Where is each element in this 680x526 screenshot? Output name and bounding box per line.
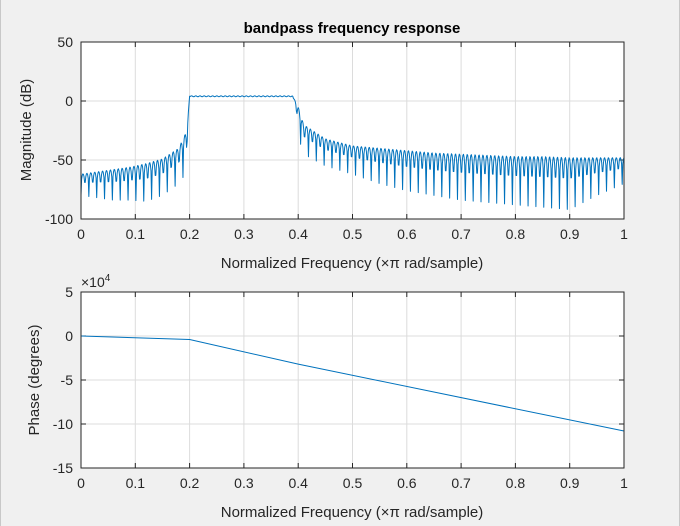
- magnitude-x-tick-label: 0: [77, 226, 85, 242]
- magnitude-x-tick-label: 0.7: [451, 226, 471, 242]
- magnitude-y-tick-label: 50: [57, 34, 73, 50]
- magnitude-x-tick-label: 0.6: [397, 226, 417, 242]
- phase-y-tick-label: -10: [53, 416, 73, 432]
- magnitude-series: [80, 95, 625, 210]
- chart-title: bandpass frequency response: [244, 20, 461, 37]
- magnitude-x-tick-label: 0.8: [506, 226, 526, 242]
- phase-x-tick-label: 0.2: [180, 475, 200, 491]
- magnitude-x-tick-label: 0.5: [343, 226, 363, 242]
- phase-x-tick-label: 0.4: [288, 475, 308, 491]
- magnitude-x-tick-label: 0.2: [180, 226, 200, 242]
- magnitude-x-axis-label: Normalized Frequency (×π rad/sample): [221, 255, 484, 272]
- magnitude-x-tick-label: 0.4: [288, 226, 308, 242]
- phase-axes-outline: [80, 291, 625, 469]
- phase-x-tick-label: 0: [77, 475, 85, 491]
- magnitude-x-tick-label: 0.3: [234, 226, 254, 242]
- magnitude-y-axis-label: Magnitude (dB): [18, 79, 35, 182]
- phase-x-tick-label: 0.6: [397, 475, 417, 491]
- magnitude-x-tick-label: 0.1: [126, 226, 146, 242]
- phase-y-tick-label: -5: [61, 372, 74, 388]
- magnitude-x-tick-labels: 0 0.1 0.2 0.3 0.4 0.5 0.6 0.7 0.8 0.9 1: [77, 226, 628, 242]
- phase-exponent-power: 4: [105, 273, 111, 284]
- magnitude-y-tick-label: 0: [65, 93, 73, 109]
- phase-exponent-base: ×10: [81, 274, 105, 290]
- phase-y-tick-label: 0: [65, 328, 73, 344]
- magnitude-x-tick-label: 0.9: [560, 226, 580, 242]
- phase-x-tick-label: 1: [620, 475, 628, 491]
- phase-axes[interactable]: 0 0.1 0.2 0.3 0.4 0.5 0.6 0.7 0.8 0.9 1 -15 -10 -5 0 5…: [26, 273, 628, 521]
- phase-series: [80, 335, 625, 432]
- magnitude-series-line: [80, 95, 625, 210]
- phase-x-tick-label: 0.1: [126, 475, 146, 491]
- phase-x-tick-label: 0.8: [506, 475, 526, 491]
- phase-exponent-label: ×104: [81, 273, 111, 290]
- phase-x-tick-label: 0.5: [343, 475, 363, 491]
- phase-series-line: [80, 335, 625, 432]
- phase-y-axis-label: Phase (degrees): [26, 325, 43, 436]
- phase-x-tick-label: 0.9: [560, 475, 580, 491]
- magnitude-x-tick-label: 1: [620, 226, 628, 242]
- phase-y-tick-label: -15: [53, 460, 73, 476]
- magnitude-y-tick-labels: -100 -50 0 50: [45, 34, 73, 227]
- magnitude-axes-outline: [80, 41, 625, 220]
- phase-grid: [81, 292, 624, 468]
- phase-x-tick-label: 0.3: [234, 475, 254, 491]
- phase-x-axis-label: Normalized Frequency (×π rad/sample): [221, 504, 484, 521]
- magnitude-y-tick-label: -100: [45, 211, 73, 227]
- magnitude-axes[interactable]: 0 0.1 0.2 0.3 0.4 0.5 0.6 0.7 0.8 0.9 1 -100 -50 0 50…: [18, 20, 628, 272]
- phase-x-tick-labels: 0 0.1 0.2 0.3 0.4 0.5 0.6 0.7 0.8 0.9 1: [77, 475, 628, 491]
- phase-x-tick-label: 0.7: [451, 475, 471, 491]
- magnitude-y-tick-label: -50: [53, 152, 73, 168]
- phase-y-tick-labels: -15 -10 -5 0 5: [53, 284, 73, 476]
- phase-y-tick-label: 5: [65, 284, 73, 300]
